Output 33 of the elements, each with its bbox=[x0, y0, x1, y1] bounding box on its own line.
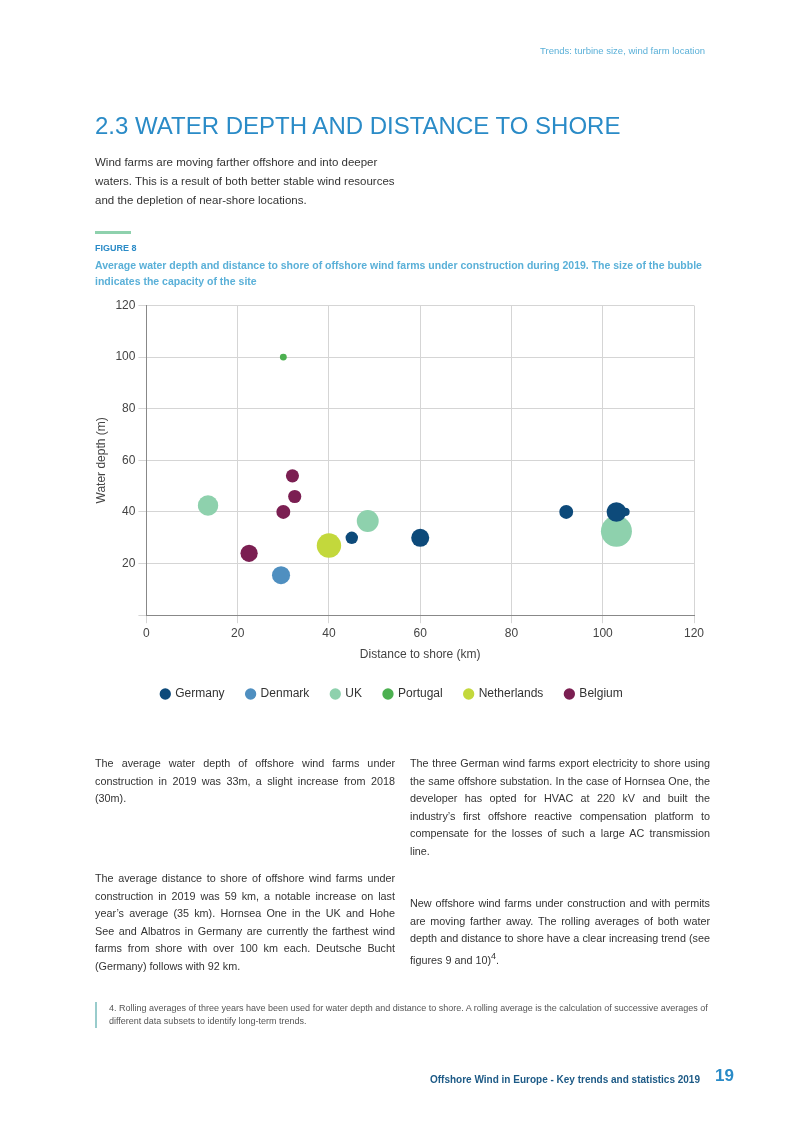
legend-label: Netherlands bbox=[478, 686, 544, 701]
text: The three German wind farms export electricity to shore using the same offshore substation. In the case of Hornsea One, the developer has opted for HVAC at 220 kV and built the industry’s first offshore reactive compensation platform to compensate for the losses of such a large AC transmission line. bbox=[410, 756, 710, 859]
y-tick-label: 80 bbox=[122, 401, 136, 416]
text: The average distance to shore of offshore wind farms under construction in 2019 was 59 km, a notable increase on last year’s average (35 km). Hornsea One in the UK and Hohe See and Albatros in Germany are currently the farthest wind farms from shore with over 100 km each. Deutsche Bucht (Germany) follows with 92 km. bbox=[95, 871, 395, 974]
caption: FIGURE 8 bbox=[95, 243, 138, 253]
text: Average water depth and distance to shore of offshore wind farms under construction during 2019. The size of the bubble indicates the capacity of the site bbox=[95, 258, 703, 289]
text: 19 bbox=[715, 1066, 735, 1086]
x-tick-label: 120 bbox=[683, 625, 705, 640]
x-tick-label: 0 bbox=[143, 625, 151, 640]
y-tick-label: 20 bbox=[122, 555, 136, 570]
legend-label: UK bbox=[345, 686, 362, 701]
text: 4. Rolling averages of three years have been used for water depth and distance to shore. A rolling average is the calculation of successive averages of different data subsets to identify long-term trends. bbox=[95, 1002, 719, 1028]
x-tick-label: 40 bbox=[322, 625, 336, 640]
legend-label: Germany bbox=[175, 686, 225, 701]
text: Trends: turbine size, wind farm location bbox=[539, 45, 705, 56]
chart-subtitle: Wind farms are moving farther offshore and into deeper waters. This is a result of both better stable wind resources and the depletion of near-shore locations. bbox=[95, 155, 396, 208]
x-tick-label: 100 bbox=[592, 625, 614, 640]
chart-title: 2.3 WATER DEPTH AND DISTANCE TO SHORE bbox=[95, 112, 621, 140]
x-axis-title: Distance to shore (km) bbox=[359, 647, 481, 662]
y-tick-label: 40 bbox=[122, 504, 136, 519]
text: New offshore wind farms under construction and with permits are moving farther away. The rolling averages of both water depth and distance to shore have a clear increasing trend (see figures 9 and 10)$^{4}$. bbox=[410, 896, 710, 968]
text: Offshore Wind in Europe - Key trends and statistics 2019 bbox=[429, 1074, 700, 1085]
y-tick-label: 100 bbox=[115, 349, 136, 364]
text: The average water depth of offshore wind farms under construction in 2019 was 33m, a slight increase from 2018 (30m). bbox=[95, 756, 395, 807]
legend-label: Portugal bbox=[397, 686, 443, 701]
y-axis-title: Water depth (m) bbox=[93, 417, 108, 504]
y-tick-label: 120 bbox=[115, 297, 136, 312]
x-tick-label: 20 bbox=[231, 625, 245, 640]
legend-label: Belgium bbox=[579, 686, 623, 701]
x-tick-label: 60 bbox=[413, 625, 428, 640]
x-tick-label: 80 bbox=[504, 625, 519, 640]
y-tick-label: 60 bbox=[122, 452, 136, 467]
legend-label: Denmark bbox=[260, 686, 311, 701]
